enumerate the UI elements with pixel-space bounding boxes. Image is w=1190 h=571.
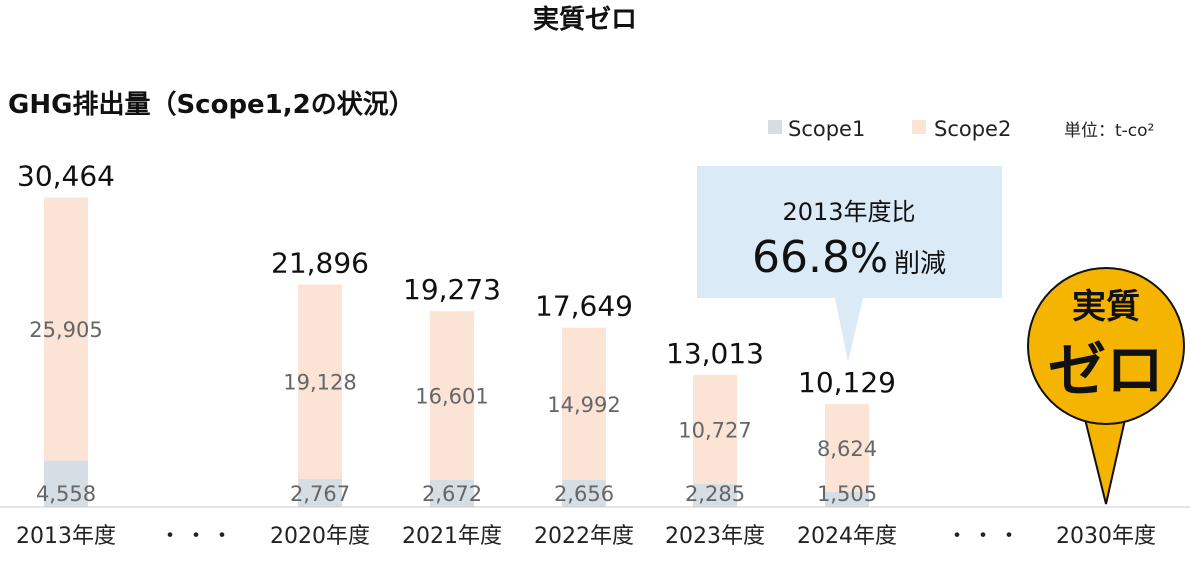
legend-label-scope2: Scope2 — [934, 117, 1011, 141]
data-label-scope2: 10,727 — [678, 418, 751, 442]
data-label-scope2: 16,601 — [415, 385, 488, 409]
bar-scope2 — [562, 327, 606, 481]
bar-scope2 — [693, 374, 737, 484]
callout-bubble — [697, 166, 1002, 362]
callout-suffix: 削減 — [894, 249, 946, 279]
data-label-total: 13,013 — [666, 337, 764, 370]
data-label-total: 21,896 — [271, 247, 369, 280]
x-tick-label: 2023年度 — [665, 524, 765, 549]
legend-label-scope1: Scope1 — [788, 117, 865, 141]
bar-scope1 — [562, 480, 606, 507]
data-label-scope1: 4,558 — [36, 482, 96, 506]
x-tick-label: 2020年度 — [270, 524, 370, 549]
data-label-scope1: 2,656 — [554, 482, 614, 506]
x-tick-label: 2024年度 — [797, 524, 897, 549]
page-title: 実質ゼロ — [533, 4, 637, 35]
data-label-scope2: 14,992 — [547, 393, 620, 417]
callout-line1: 2013年度比 — [782, 198, 915, 226]
callout-percent: % — [850, 236, 888, 282]
net-zero-badge: 実質 ゼロ — [1027, 267, 1185, 505]
data-label-total: 17,649 — [535, 290, 633, 323]
badge-line2: ゼロ — [1048, 336, 1164, 404]
chart-title: GHG排出量（Scope1,2の状況） — [8, 90, 415, 120]
badge-seam — [1086, 410, 1124, 418]
data-label-scope1: 2,285 — [685, 482, 745, 506]
bars-group: 2013年度 4,558 25,905 30,464 2020年度 2,767 19,128… — [16, 160, 1156, 549]
bar-scope2 — [44, 197, 88, 461]
data-label-scope2: 25,905 — [29, 318, 102, 342]
legend-swatch-scope1 — [768, 120, 782, 134]
x-tick-label: 2021年度 — [402, 524, 502, 549]
data-label-scope2: 19,128 — [283, 371, 356, 395]
ellipsis-right: ・・・ — [946, 524, 1024, 549]
badge-line1: 実質 — [1072, 287, 1140, 327]
reduction-callout: 2013年度比 66.8% 削減 — [697, 166, 1002, 362]
bar-scope1 — [825, 491, 869, 507]
data-label-total: 10,129 — [798, 366, 896, 399]
callout-line2: 66.8% 削減 — [752, 232, 946, 283]
data-label-scope1: 2,672 — [422, 482, 482, 506]
ellipsis-left: ・・・ — [159, 524, 237, 549]
badge-circle — [1027, 267, 1185, 425]
bar-scope2 — [298, 284, 342, 479]
data-label-scope2: 8,624 — [817, 437, 877, 461]
bar-scope1 — [430, 479, 474, 507]
data-label-total: 19,273 — [403, 273, 501, 306]
x-tick-label: 2030年度 — [1056, 524, 1156, 549]
x-tick-label: 2013年度 — [16, 524, 116, 549]
callout-value: 66.8 — [752, 232, 850, 283]
bar-scope2 — [825, 404, 869, 492]
bar-scope1 — [298, 478, 342, 507]
legend: Scope1 Scope2 単位：t-co² — [768, 117, 1154, 141]
unit-label: 単位：t-co² — [1064, 121, 1154, 141]
data-label-total: 30,464 — [17, 160, 115, 193]
badge-pointer — [1082, 414, 1128, 505]
data-label-scope1: 2,767 — [290, 482, 350, 506]
bar-scope1 — [44, 460, 88, 507]
bar-scope1 — [693, 483, 737, 507]
legend-swatch-scope2 — [912, 120, 926, 134]
data-label-scope1: 1,505 — [817, 482, 877, 506]
bar-scope2 — [430, 311, 474, 480]
x-tick-label: 2022年度 — [534, 524, 634, 549]
